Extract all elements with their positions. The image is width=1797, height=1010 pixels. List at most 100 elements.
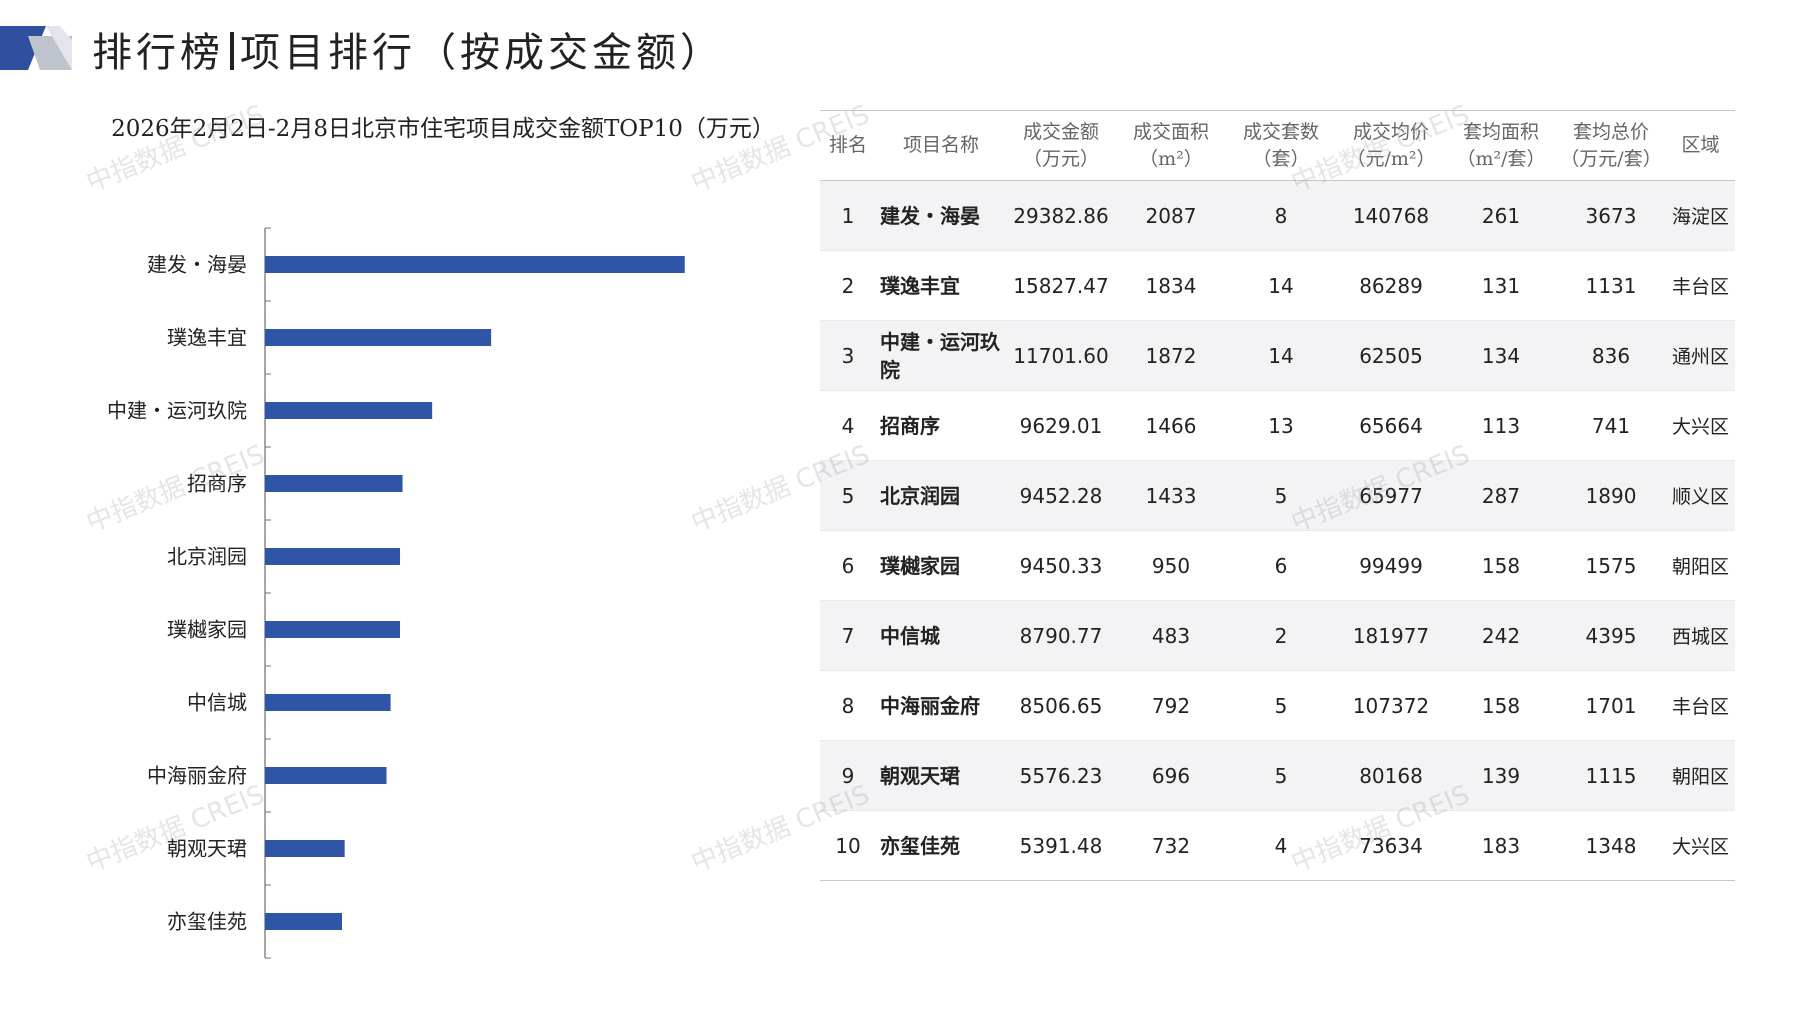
- table-row: 6 璞樾家园 9450.33 950 6 99499 158 1575 朝阳区: [820, 531, 1735, 601]
- cell-area: 2087: [1145, 203, 1197, 228]
- cell-name: 亦玺佳苑: [880, 833, 960, 858]
- column-header: 排名: [820, 111, 876, 181]
- cell-units: 6: [1274, 553, 1288, 578]
- cell-rank: 10: [835, 833, 861, 858]
- category-label: 朝观天珺: [167, 837, 247, 861]
- table-row: 5 北京润园 9452.28 1433 5 65977 287 1890 顺义区: [820, 460, 1735, 531]
- cell-area: 950: [1151, 553, 1191, 578]
- cell-avg-total: 1890: [1585, 483, 1637, 508]
- column-header: 套均总价 （万元/套）: [1556, 111, 1666, 181]
- bar: [265, 694, 391, 711]
- cell-price: 181977: [1352, 623, 1430, 648]
- cell-rank: 8: [841, 693, 855, 718]
- cell-area: 1834: [1145, 273, 1197, 298]
- column-header-line: 成交金额: [1022, 120, 1099, 143]
- category-label: 中建・运河玖院: [107, 399, 247, 423]
- cell-avg-area: 242: [1481, 623, 1521, 648]
- column-header: 区域: [1666, 111, 1735, 181]
- cell-amount: 5576.23: [1019, 763, 1103, 788]
- cell-avg-total: 1575: [1585, 553, 1637, 578]
- cell-area: 1433: [1145, 483, 1197, 508]
- cell-region: 大兴区: [1671, 416, 1729, 438]
- cell-avg-total: 3673: [1585, 203, 1637, 228]
- cell-price: 73634: [1359, 833, 1423, 858]
- cell-name: 璞逸丰宜: [880, 273, 960, 298]
- table-header-row: 排名 项目名称 成交金额 （万元） 成交面积 （m²） 成交套数 （套） 成交均价 （元/m²） 套…: [820, 110, 1735, 181]
- column-header-line: （m²/套）: [1456, 147, 1546, 170]
- cell-rank: 1: [841, 203, 855, 228]
- cell-name: 北京润园: [880, 483, 960, 508]
- cell-avg-total: 4395: [1585, 623, 1637, 648]
- cell-price: 99499: [1359, 553, 1423, 578]
- cell-units: 14: [1268, 343, 1294, 368]
- cell-name: 招商序: [880, 413, 940, 438]
- cell-region: 丰台区: [1671, 276, 1729, 298]
- cell-avg-area: 113: [1481, 413, 1521, 438]
- cell-avg-total: 1701: [1585, 693, 1637, 718]
- cell-avg-total: 1131: [1585, 273, 1637, 298]
- cell-region: 西城区: [1671, 626, 1729, 648]
- cell-avg-total: 1115: [1585, 763, 1637, 788]
- cell-region: 丰台区: [1671, 696, 1729, 718]
- bar: [265, 475, 403, 492]
- cell-units: 2: [1274, 623, 1288, 648]
- column-header-line: （套）: [1252, 147, 1310, 170]
- cell-units: 13: [1268, 413, 1294, 438]
- category-label: 北京润园: [167, 545, 247, 569]
- cell-units: 14: [1268, 273, 1294, 298]
- cell-avg-total: 741: [1591, 413, 1631, 438]
- cell-avg-total: 1348: [1585, 833, 1637, 858]
- ranking-table-container: 排名 项目名称 成交金额 （万元） 成交面积 （m²） 成交套数 （套） 成交均价 （元/m²） 套…: [820, 110, 1735, 881]
- column-header: 成交金额 （万元）: [1006, 111, 1116, 181]
- cell-region: 顺义区: [1671, 486, 1729, 508]
- cell-avg-area: 131: [1481, 273, 1521, 298]
- column-header: 成交均价 （元/m²）: [1336, 111, 1446, 181]
- cell-avg-area: 139: [1481, 763, 1521, 788]
- cell-avg-area: 261: [1481, 203, 1521, 228]
- cell-amount: 9629.01: [1019, 413, 1103, 438]
- cell-rank: 4: [841, 413, 855, 438]
- column-header-line: 排名: [828, 134, 867, 156]
- cell-avg-area: 183: [1481, 833, 1521, 858]
- cell-area: 732: [1151, 833, 1191, 858]
- cell-region: 大兴区: [1671, 836, 1729, 858]
- bar: [265, 913, 343, 930]
- cell-price: 65977: [1359, 483, 1423, 508]
- cell-price: 80168: [1359, 763, 1423, 788]
- cell-rank: 3: [841, 343, 855, 368]
- cell-area: 1466: [1145, 413, 1197, 438]
- bar: [265, 621, 401, 638]
- column-header-line: 套均总价: [1572, 120, 1649, 143]
- column-header-line: （m²）: [1139, 147, 1203, 170]
- cell-rank: 9: [841, 763, 855, 788]
- category-label: 中信城: [187, 691, 247, 715]
- cell-name: 璞樾家园: [880, 553, 960, 578]
- cell-name: 朝观天珺: [880, 763, 960, 788]
- cell-region: 通州区: [1671, 346, 1729, 368]
- cell-price: 86289: [1359, 273, 1423, 298]
- category-label: 璞逸丰宜: [167, 326, 247, 350]
- cell-price: 62505: [1359, 343, 1423, 368]
- table-row: 2 璞逸丰宜 15827.47 1834 14 86289 131 1131 丰台区: [820, 251, 1735, 321]
- cell-amount: 9452.28: [1019, 483, 1103, 508]
- cell-region: 朝阳区: [1671, 556, 1729, 578]
- table-row: 3 中建・运河玖院 11701.60 1872 14 62505 134 836 通州区: [820, 320, 1735, 391]
- table-row: 1 建发・海晏 29382.86 2087 8 140768 261 3673 海淀区: [820, 180, 1735, 251]
- category-label: 璞樾家园: [167, 618, 247, 642]
- category-label: 亦玺佳苑: [167, 910, 247, 934]
- cell-amount: 8790.77: [1019, 623, 1103, 648]
- column-header-line: 项目名称: [902, 134, 979, 156]
- bar: [265, 767, 387, 784]
- table-body: 1 建发・海晏 29382.86 2087 8 140768 261 3673 海淀区 2 璞逸丰宜…: [820, 180, 1735, 881]
- column-header-line: （元/m²）: [1346, 147, 1436, 170]
- bar: [265, 329, 492, 346]
- bar: [265, 256, 685, 273]
- cell-amount: 5391.48: [1019, 833, 1103, 858]
- table-row: 7 中信城 8790.77 483 2 181977 242 4395 西城区: [820, 600, 1735, 671]
- table-row: 10 亦玺佳苑 5391.48 732 4 73634 183 1348 大兴区: [820, 811, 1735, 881]
- ranking-table: 排名 项目名称 成交金额 （万元） 成交面积 （m²） 成交套数 （套） 成交均价 （元/m²） 套…: [820, 110, 1735, 881]
- cell-name: 中海丽金府: [880, 693, 980, 718]
- page-title-sub: 项目排行（按成交金额）: [240, 30, 724, 76]
- chart-title: 2026年2月2日-2月8日北京市住宅项目成交金额TOP10（万元）: [111, 116, 775, 142]
- column-header-line: 成交面积: [1132, 120, 1209, 143]
